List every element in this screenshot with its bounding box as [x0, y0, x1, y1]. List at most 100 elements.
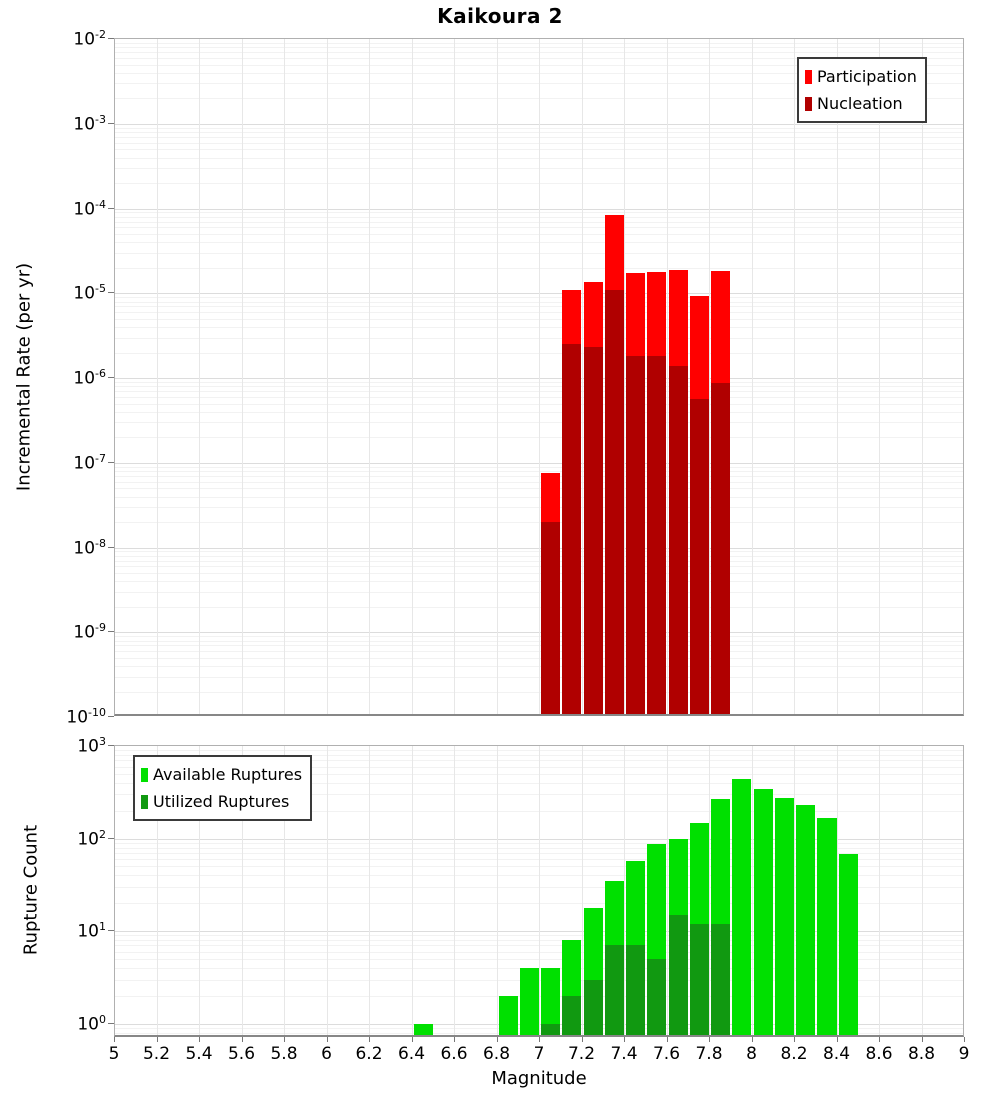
utilized-ruptures-bar	[647, 959, 667, 1035]
vertical-gridline	[666, 39, 668, 714]
x-tick-mark	[496, 1037, 498, 1042]
nucleation-bar	[583, 347, 603, 714]
x-tick-mark	[709, 1037, 710, 1042]
y-tick-label: 10-9	[73, 621, 106, 643]
y-tick-mark	[108, 930, 114, 932]
vertical-gridline	[156, 746, 158, 1035]
x-tick-label: 5.6	[227, 1044, 256, 1064]
nucleation-bar	[647, 356, 667, 714]
x-tick-mark	[411, 1037, 413, 1042]
vertical-gridline	[496, 746, 498, 1035]
vertical-gridline	[539, 39, 540, 714]
x-tick-label: 7.2	[567, 1044, 596, 1064]
vertical-gridline	[326, 39, 328, 714]
x-tick-label: 8.8	[907, 1044, 936, 1064]
x-tick-mark	[964, 1037, 965, 1042]
nucleation-bar	[689, 399, 710, 714]
x-tick-label: 5.4	[185, 1044, 213, 1064]
top-y-axis-label: Incremental Rate (per yr)	[13, 262, 35, 492]
available-ruptures-bar	[838, 853, 858, 1035]
vertical-gridline	[751, 39, 753, 714]
nucleation-bar	[626, 356, 646, 714]
x-tick-mark	[836, 1037, 838, 1042]
vertical-gridline	[156, 39, 158, 714]
x-tick-mark	[114, 1037, 115, 1042]
x-tick-label: 6.6	[440, 1044, 468, 1064]
y-tick-label: 102	[77, 827, 106, 850]
nucleation-legend-label: Nucleation	[817, 94, 903, 113]
utilized-ruptures-bar	[604, 945, 624, 1035]
x-tick-label: 7.6	[652, 1044, 681, 1064]
x-tick-label: 5.8	[270, 1044, 298, 1064]
y-tick-mark	[108, 716, 114, 717]
available-ruptures-bar	[498, 995, 518, 1035]
available-ruptures-bar	[519, 967, 540, 1035]
x-axis-label: Magnitude	[491, 1068, 587, 1089]
y-tick-mark	[108, 38, 114, 39]
available-ruptures-bar	[732, 779, 752, 1035]
vertical-gridline	[794, 39, 795, 714]
participation-swatch-icon	[805, 69, 812, 84]
utilized-ruptures-bar	[711, 923, 731, 1035]
y-tick-label: 103	[77, 735, 106, 757]
legend-item-available: Available Ruptures	[141, 761, 302, 788]
available-ruptures-bar	[541, 967, 561, 1035]
vertical-gridline	[241, 746, 243, 1035]
y-tick-mark	[108, 1022, 114, 1024]
vertical-gridline	[921, 39, 923, 714]
y-tick-label: 10-7	[73, 451, 106, 474]
nucleation-bar	[541, 522, 561, 714]
y-tick-label: 10-3	[73, 112, 106, 135]
x-tick-label: 6.8	[482, 1044, 511, 1064]
y-tick-label: 10-2	[73, 28, 106, 50]
x-tick-mark	[326, 1037, 328, 1042]
available-ruptures-bar	[774, 798, 794, 1035]
y-tick-mark	[108, 122, 114, 124]
vertical-gridline	[879, 39, 880, 714]
y-tick-label: 100	[77, 1012, 106, 1035]
vertical-gridline	[199, 746, 200, 1035]
vertical-gridline	[539, 746, 540, 1035]
x-tick-label: 6.2	[355, 1044, 383, 1064]
vertical-gridline	[241, 39, 243, 714]
x-tick-label: 5	[108, 1044, 120, 1064]
legend-item-nucleation: Nucleation	[805, 90, 917, 117]
legend-item-utilized: Utilized Ruptures	[141, 788, 302, 815]
utilized-ruptures-bar	[583, 979, 603, 1035]
vertical-gridline	[921, 746, 923, 1035]
vertical-gridline	[284, 746, 285, 1035]
vertical-gridline	[411, 746, 413, 1035]
vertical-gridline	[836, 746, 838, 1035]
x-tick-mark	[539, 1037, 540, 1042]
x-tick-mark	[751, 1037, 753, 1042]
vertical-gridline	[836, 39, 838, 714]
vertical-gridline	[496, 39, 498, 714]
y-tick-mark	[108, 207, 114, 209]
page-title: Kaikoura 2	[437, 4, 563, 28]
x-tick-label: 7.8	[695, 1044, 723, 1064]
y-tick-mark	[108, 377, 114, 378]
utilized-ruptures-bar	[668, 914, 688, 1035]
utilized-legend-label: Utilized Ruptures	[153, 792, 290, 811]
y-tick-mark	[108, 745, 114, 746]
x-tick-mark	[454, 1037, 455, 1042]
vertical-gridline	[624, 746, 625, 1035]
available-swatch-icon	[141, 767, 148, 782]
vertical-gridline	[666, 746, 668, 1035]
y-tick-label: 10-8	[73, 536, 106, 559]
nucleation-bar	[711, 383, 731, 714]
x-tick-label: 9	[958, 1044, 970, 1064]
x-tick-mark	[241, 1037, 243, 1042]
x-tick-label: 7	[533, 1044, 545, 1064]
vertical-gridline	[454, 746, 455, 1035]
available-legend-label: Available Ruptures	[153, 765, 303, 784]
vertical-gridline	[709, 39, 710, 714]
nucleation-swatch-icon	[805, 96, 812, 111]
utilized-swatch-icon	[141, 794, 148, 809]
x-tick-label: 8	[746, 1044, 757, 1064]
legend-item-participation: Participation	[805, 63, 917, 90]
utilized-ruptures-bar	[626, 945, 646, 1035]
available-ruptures-bar	[413, 1023, 433, 1035]
x-tick-label: 5.2	[142, 1044, 171, 1064]
x-tick-mark	[581, 1037, 583, 1042]
